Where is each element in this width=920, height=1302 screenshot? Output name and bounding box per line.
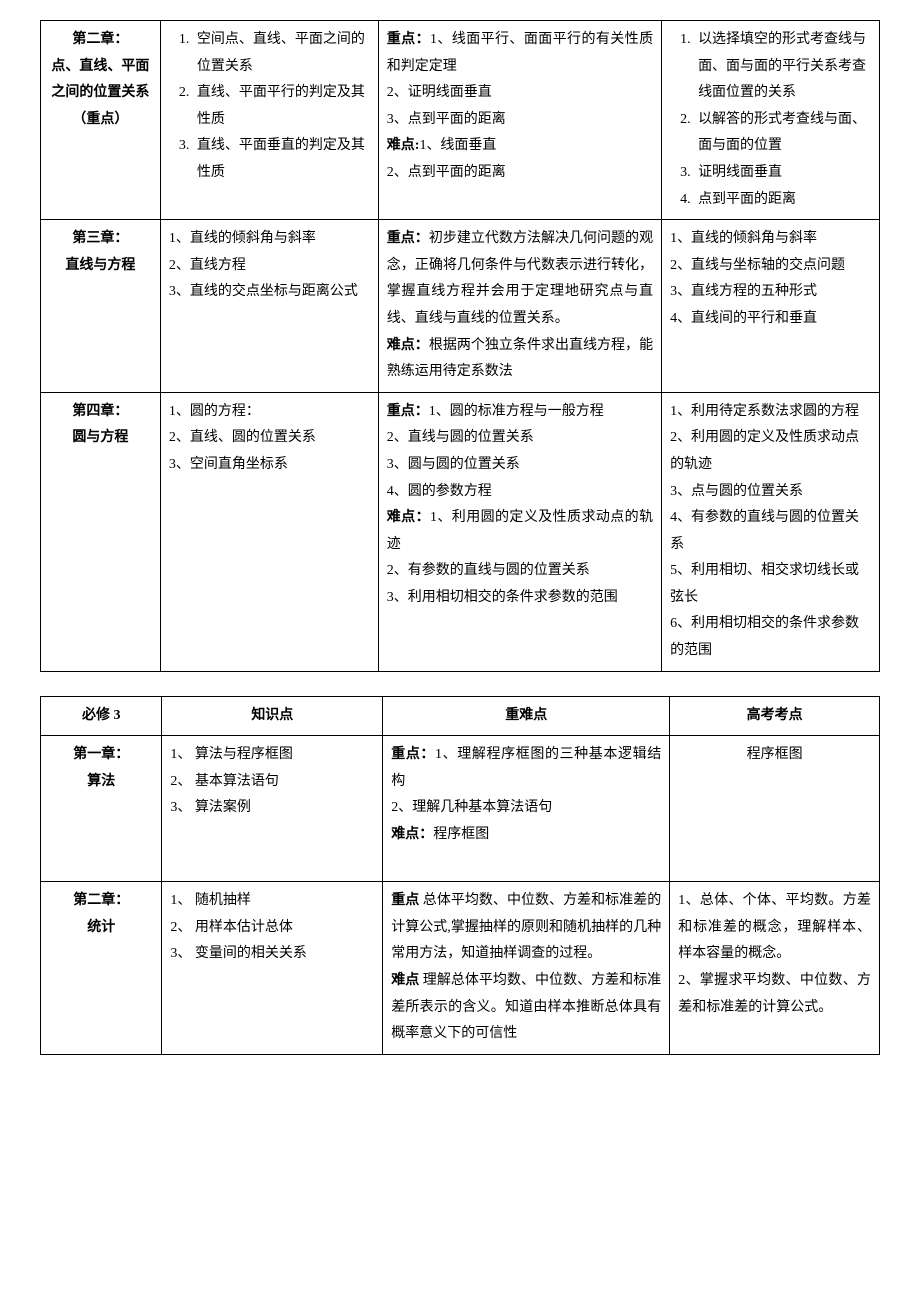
syllabus-table-2: 必修 3 知识点 重难点 高考考点 第一章： 算法 1、 算法与程序框图 2、 … [40, 696, 880, 1055]
focus-cell: 重点：初步建立代数方法解决几何问题的观念，正确将几何条件与代数表示进行转化，掌握… [378, 220, 661, 393]
header-cell: 高考考点 [670, 696, 880, 736]
chapter-title: 第四章： 圆与方程 [41, 392, 161, 671]
chapter-title: 第二章： 统计 [41, 882, 162, 1055]
focus-cell: 重点：1、理解程序框图的三种基本逻辑结构 2、理解几种基本算法语句 难点：程序框… [383, 736, 670, 882]
table-header-row: 必修 3 知识点 重难点 高考考点 [41, 696, 880, 736]
list-item: 以解答的形式考查线与面、面与面的位置 [694, 107, 871, 160]
knowledge-cell: 1、 算法与程序框图 2、 基本算法语句 3、 算法案例 [162, 736, 383, 882]
header-cell: 知识点 [162, 696, 383, 736]
table-row: 第四章： 圆与方程 1、圆的方程： 2、直线、圆的位置关系 3、空间直角坐标系 … [41, 392, 880, 671]
exam-cell: 1、总体、个体、平均数。方差和标准差的概念，理解样本、样本容量的概念。 2、掌握… [670, 882, 880, 1055]
list-item: 证明线面垂直 [694, 160, 871, 187]
knowledge-cell: 空间点、直线、平面之间的位置关系 直线、平面平行的判定及其性质 直线、平面垂直的… [160, 21, 378, 220]
focus-cell: 重点：1、线面平行、面面平行的有关性质和判定定理 2、证明线面垂直 3、点到平面… [378, 21, 661, 220]
header-cell: 重难点 [383, 696, 670, 736]
list-item: 空间点、直线、平面之间的位置关系 [193, 27, 370, 80]
syllabus-table-1: 第二章： 点、直线、平面之间的位置关系（重点） 空间点、直线、平面之间的位置关系… [40, 20, 880, 672]
header-cell: 必修 3 [41, 696, 162, 736]
exam-cell: 1、利用待定系数法求圆的方程 2、利用圆的定义及性质求动点的轨迹 3、点与圆的位… [662, 392, 880, 671]
exam-cell: 1、直线的倾斜角与斜率 2、直线与坐标轴的交点问题 3、直线方程的五种形式 4、… [662, 220, 880, 393]
table-row: 第三章： 直线与方程 1、直线的倾斜角与斜率 2、直线方程 3、直线的交点坐标与… [41, 220, 880, 393]
list-item: 以选择填空的形式考查线与面、面与面的平行关系考查线面位置的关系 [694, 27, 871, 107]
chapter-title: 第三章： 直线与方程 [41, 220, 161, 393]
table-row: 第二章： 点、直线、平面之间的位置关系（重点） 空间点、直线、平面之间的位置关系… [41, 21, 880, 220]
knowledge-cell: 1、 随机抽样 2、 用样本估计总体 3、 变量间的相关关系 [162, 882, 383, 1055]
list-item: 点到平面的距离 [694, 187, 871, 214]
knowledge-cell: 1、圆的方程： 2、直线、圆的位置关系 3、空间直角坐标系 [160, 392, 378, 671]
table-row: 第一章： 算法 1、 算法与程序框图 2、 基本算法语句 3、 算法案例 重点：… [41, 736, 880, 882]
list-item: 直线、平面平行的判定及其性质 [193, 80, 370, 133]
table-row: 第二章： 统计 1、 随机抽样 2、 用样本估计总体 3、 变量间的相关关系 重… [41, 882, 880, 1055]
exam-cell: 程序框图 [670, 736, 880, 882]
knowledge-cell: 1、直线的倾斜角与斜率 2、直线方程 3、直线的交点坐标与距离公式 [160, 220, 378, 393]
exam-cell: 以选择填空的形式考查线与面、面与面的平行关系考查线面位置的关系 以解答的形式考查… [662, 21, 880, 220]
chapter-title: 第二章： 点、直线、平面之间的位置关系（重点） [41, 21, 161, 220]
focus-cell: 重点 总体平均数、中位数、方差和标准差的计算公式,掌握抽样的原则和随机抽样的几种… [383, 882, 670, 1055]
chapter-title: 第一章： 算法 [41, 736, 162, 882]
list-item: 直线、平面垂直的判定及其性质 [193, 133, 370, 186]
focus-cell: 重点：1、圆的标准方程与一般方程 2、直线与圆的位置关系 3、圆与圆的位置关系 … [378, 392, 661, 671]
